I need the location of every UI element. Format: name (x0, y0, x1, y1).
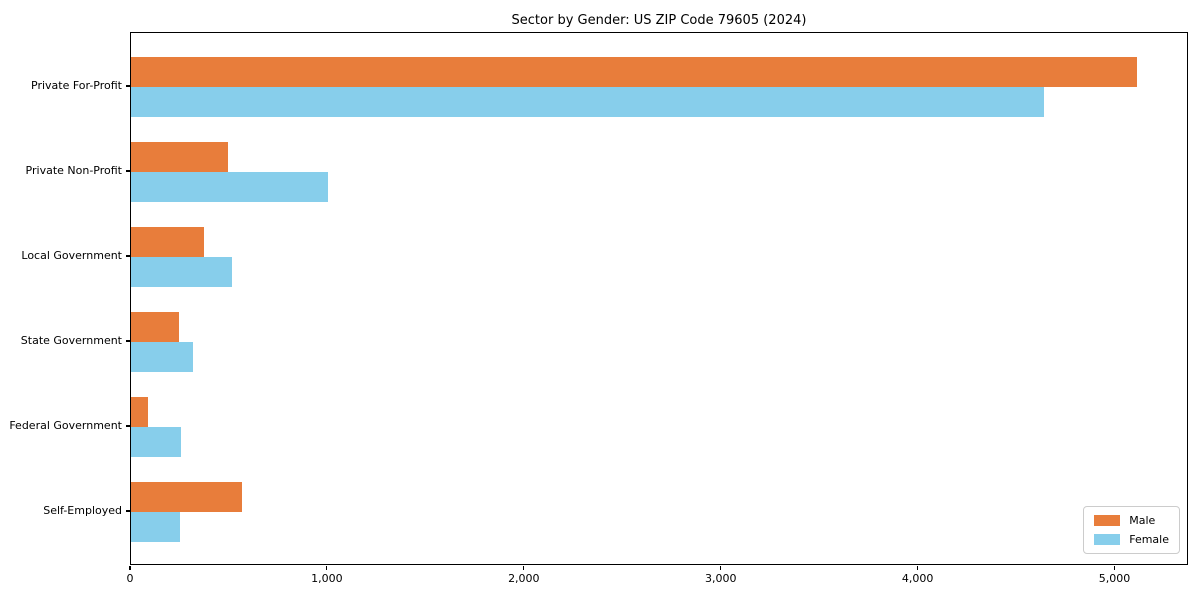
legend: Male Female (1083, 506, 1180, 554)
bar-male-2 (131, 227, 204, 257)
x-tick-label: 4,000 (901, 572, 934, 585)
bar-male-3 (131, 312, 179, 342)
legend-label-male: Male (1129, 514, 1156, 527)
x-tick-mark (523, 566, 525, 570)
y-tick-mark (126, 340, 130, 342)
y-tick-mark (126, 425, 130, 427)
bar-female-1 (131, 172, 329, 202)
legend-item-female: Female (1094, 533, 1169, 546)
y-tick-label: Private Non-Profit (25, 164, 122, 177)
bar-female-0 (131, 87, 1044, 117)
chart-title: Sector by Gender: US ZIP Code 79605 (202… (511, 13, 807, 28)
y-tick-mark (126, 255, 130, 257)
y-tick-mark (126, 170, 130, 172)
x-tick-mark (1113, 566, 1116, 570)
x-tick-label: 1,000 (311, 572, 343, 585)
bar-male-4 (131, 397, 149, 427)
legend-item-male: Male (1094, 514, 1169, 527)
plot-area (130, 32, 1188, 565)
x-tick-label: 2,000 (508, 572, 540, 585)
y-tick-label: State Government (20, 334, 122, 347)
y-tick-label: Self-Employed (43, 504, 122, 517)
y-tick-mark (126, 510, 130, 512)
y-tick-label: Federal Government (9, 419, 122, 432)
y-tick-label: Local Government (21, 249, 122, 262)
x-tick-label: 0 (126, 572, 134, 585)
x-tick-label: 3,000 (704, 572, 737, 585)
x-tick-mark (326, 566, 328, 570)
y-tick-label: Private For-Profit (31, 79, 122, 92)
x-tick-mark (917, 566, 919, 570)
x-tick-mark (720, 566, 722, 570)
bar-female-2 (131, 257, 233, 287)
legend-swatch-male (1094, 515, 1121, 526)
legend-label-female: Female (1129, 533, 1169, 546)
bar-male-5 (131, 482, 243, 512)
x-tick-label: 5,000 (1098, 572, 1131, 585)
legend-swatch-female (1094, 534, 1121, 545)
bar-female-5 (131, 512, 180, 542)
x-tick-mark (129, 566, 131, 570)
bar-male-1 (131, 142, 229, 172)
bar-female-3 (131, 342, 194, 372)
y-tick-mark (126, 85, 130, 87)
bar-female-4 (131, 427, 181, 457)
bar-male-0 (131, 57, 1137, 87)
